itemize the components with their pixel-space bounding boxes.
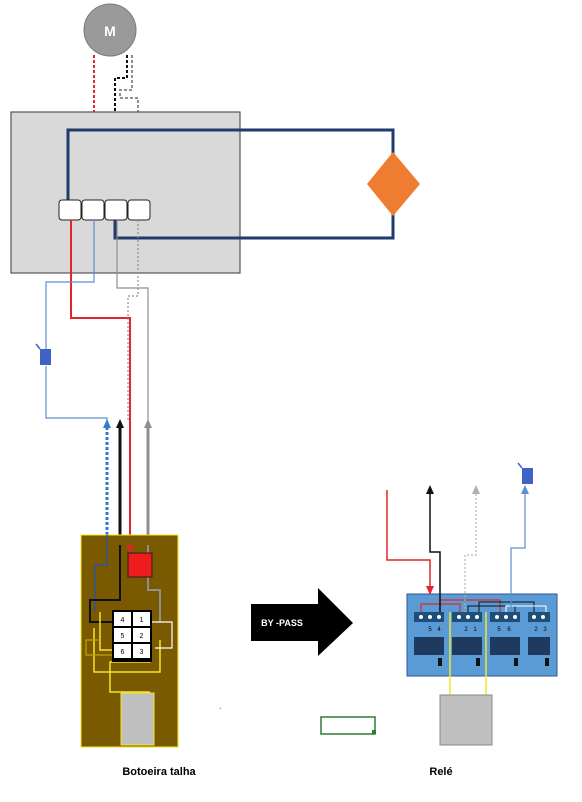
relay-terminal-label: 5	[497, 627, 501, 633]
pendant-connector	[120, 692, 155, 746]
bypass-label: BY -PASS	[261, 618, 303, 628]
relay-terminals: 5 4 2 1 5 6 2 3	[414, 612, 550, 633]
relay-terminal-label: 5	[428, 627, 432, 633]
control-box	[10, 111, 241, 274]
svg-text:`: `	[219, 707, 222, 716]
terminal-label: 1	[140, 617, 144, 624]
terminal-label: 5	[121, 633, 125, 640]
terminal-label: 3	[140, 649, 144, 656]
switch-terminal-block: 4 1 5 2 6 3	[112, 610, 152, 662]
relay-terminal-label: 3	[543, 627, 547, 633]
relay-terminal-label: 2	[464, 627, 468, 633]
relay-terminal-label: 6	[507, 627, 511, 633]
relay-connector	[439, 694, 493, 746]
relay-terminal-label: 4	[437, 627, 441, 633]
terminal-label: 6	[121, 649, 125, 656]
terminal-label: 4	[121, 617, 125, 624]
green-rect	[320, 716, 376, 735]
box-terminals	[58, 199, 151, 221]
red-button	[127, 552, 153, 578]
motor: M	[83, 3, 137, 57]
motor-label: M	[104, 23, 116, 39]
bypass-arrow: BY -PASS	[251, 588, 353, 656]
relay-terminal-label: 1	[473, 627, 477, 633]
relay-terminal-label: 2	[534, 627, 538, 633]
caption-left: Botoeira talha	[122, 766, 196, 778]
terminal-label: 2	[140, 633, 144, 640]
blue-sensor-left	[40, 349, 51, 365]
caption-right: Relé	[429, 766, 452, 778]
blue-sensor-right	[522, 468, 533, 484]
relay-board	[406, 593, 558, 677]
relay-modules	[414, 637, 550, 666]
orange-diamond	[367, 152, 420, 216]
